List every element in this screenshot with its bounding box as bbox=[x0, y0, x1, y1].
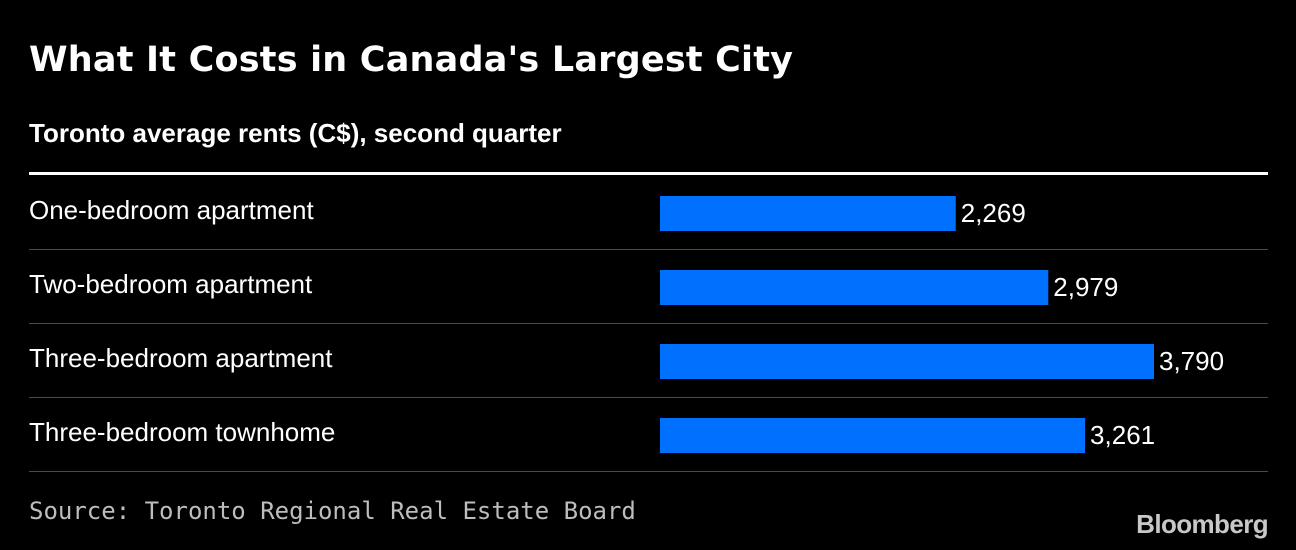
bar bbox=[660, 270, 1049, 305]
value-label: 3,790 bbox=[1159, 346, 1224, 376]
chart-title: What It Costs in Canada's Largest City bbox=[29, 40, 794, 80]
value-label: 2,269 bbox=[961, 198, 1026, 228]
bar bbox=[660, 344, 1154, 379]
header-rule bbox=[29, 172, 1268, 175]
category-label: Three-bedroom townhome bbox=[29, 417, 335, 447]
value-label: 3,261 bbox=[1090, 420, 1155, 450]
category-label: Three-bedroom apartment bbox=[29, 343, 333, 373]
category-label: One-bedroom apartment bbox=[29, 195, 314, 225]
value-label: 2,979 bbox=[1053, 272, 1118, 302]
chart-subtitle: Toronto average rents (C$), second quart… bbox=[29, 118, 562, 148]
row-divider bbox=[29, 471, 1268, 472]
bar bbox=[660, 418, 1086, 453]
row-divider bbox=[29, 397, 1268, 398]
bloomberg-logo: Bloomberg bbox=[1136, 509, 1268, 539]
category-label: Two-bedroom apartment bbox=[29, 269, 313, 299]
bar bbox=[660, 196, 956, 231]
source-note: Source: Toronto Regional Real Estate Boa… bbox=[29, 497, 636, 525]
row-divider bbox=[29, 323, 1268, 324]
row-divider bbox=[29, 249, 1268, 250]
